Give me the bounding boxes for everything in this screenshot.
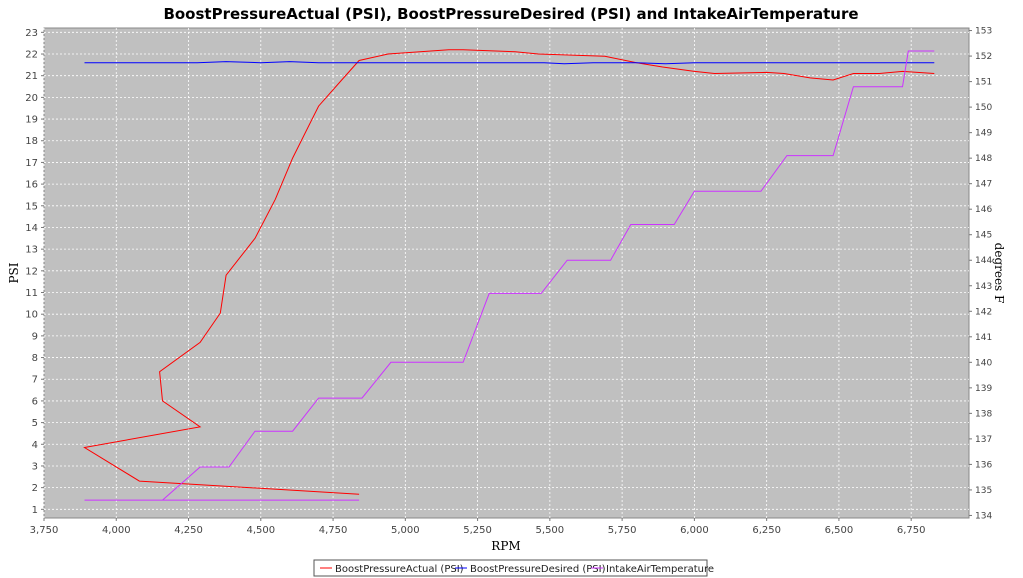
y2-tick-label: 144 — [975, 256, 992, 266]
x-tick-label: 6,750 — [897, 525, 926, 536]
y-tick-label: 17 — [25, 158, 38, 169]
y2-axis-label: degrees F — [992, 243, 1006, 304]
legend-label-temperature: IntakeAirTemperature — [606, 564, 714, 575]
axes-layer: 3,750 4,000 4,250 4,500 4,750 5,000 5,250 5,500… — [25, 27, 992, 536]
y2-tick-label: 152 — [975, 52, 992, 62]
y-tick-label: 14 — [25, 223, 38, 234]
y2-tick-label: 150 — [975, 103, 992, 113]
y2-tick-label: 147 — [975, 180, 992, 190]
y-tick-label: 7 — [32, 375, 38, 386]
x-tick-label: 5,250 — [463, 525, 492, 536]
y-tick-label: 5 — [32, 418, 38, 429]
y-tick-label: 22 — [25, 50, 38, 61]
y-tick-label: 18 — [25, 136, 38, 147]
y2-tick-label: 145 — [975, 231, 992, 241]
x-tick-label: 5,500 — [536, 525, 565, 536]
y-tick-label: 21 — [25, 71, 38, 82]
y2-tick-label: 153 — [975, 27, 992, 37]
y2-tick-label: 146 — [975, 205, 992, 215]
y-tick-label: 1 — [32, 505, 38, 516]
y2-tick-label: 140 — [975, 358, 992, 368]
y2-tick-label: 149 — [975, 129, 992, 139]
series-line-boost-desired — [84, 61, 935, 65]
y2-tick-label: 137 — [975, 435, 992, 445]
y2-tick-label: 141 — [975, 333, 992, 343]
y-tick-label: 15 — [25, 201, 38, 212]
y-tick-label: 23 — [25, 28, 38, 39]
y-tick-label: 4 — [32, 440, 38, 451]
series-layer — [83, 49, 935, 501]
y2-tick-label: 151 — [975, 78, 992, 88]
x-axis-label: RPM — [491, 539, 520, 553]
legend-box — [313, 559, 708, 577]
y-tick-label: 10 — [25, 310, 38, 321]
y2-tick-label: 148 — [975, 154, 992, 164]
x-tick-label: 4,250 — [174, 525, 203, 536]
y-tick-label: 13 — [25, 245, 38, 256]
x-tick-label: 4,500 — [246, 525, 275, 536]
x-tick-label: 3,750 — [30, 525, 59, 536]
y-tick-label: 16 — [25, 180, 38, 191]
y2-tick-label: 134 — [975, 511, 992, 521]
y-tick-label: 2 — [32, 483, 38, 494]
y-tick-label: 3 — [32, 461, 38, 472]
x-tick-label: 4,750 — [319, 525, 348, 536]
legend-label-actual: BoostPressureActual (PSI) — [335, 564, 464, 575]
x-tick-label: 6,500 — [825, 525, 854, 536]
y2-tick-label: 136 — [975, 460, 992, 470]
grid-layer — [43, 28, 969, 518]
x-tick-label: 6,250 — [752, 525, 781, 536]
plot-area — [43, 27, 970, 519]
x-tick-label: 4,000 — [102, 525, 131, 536]
y2-tick-label: 139 — [975, 384, 992, 394]
y-tick-label: 8 — [32, 353, 38, 364]
x-tick-label: 6,000 — [680, 525, 709, 536]
y-tick-label: 6 — [32, 396, 38, 407]
y2-tick-label: 135 — [975, 486, 992, 496]
y2-tick-label: 138 — [975, 409, 992, 419]
y2-tick-label: 143 — [975, 282, 992, 292]
x-tick-label: 5,000 — [391, 525, 420, 536]
legend-label-desired: BoostPressureDesired (PSI) — [470, 564, 606, 575]
y2-tick-label: 142 — [975, 307, 992, 317]
y-tick-label: 19 — [25, 115, 38, 126]
y-tick-label: 20 — [25, 93, 38, 104]
legend: BoostPressureActual (PSI) BoostPressureD… — [313, 559, 714, 577]
chart-title: BoostPressureActual (PSI), BoostPressure… — [163, 5, 858, 23]
y-axis-label: PSI — [7, 262, 21, 283]
series-line-boost-actual — [83, 49, 935, 495]
series-line-intake-temperature — [84, 50, 935, 501]
y-tick-label: 11 — [25, 288, 38, 299]
x-tick-label: 5,750 — [608, 525, 637, 536]
y-tick-label: 9 — [32, 331, 38, 342]
y-tick-label: 12 — [25, 266, 38, 277]
